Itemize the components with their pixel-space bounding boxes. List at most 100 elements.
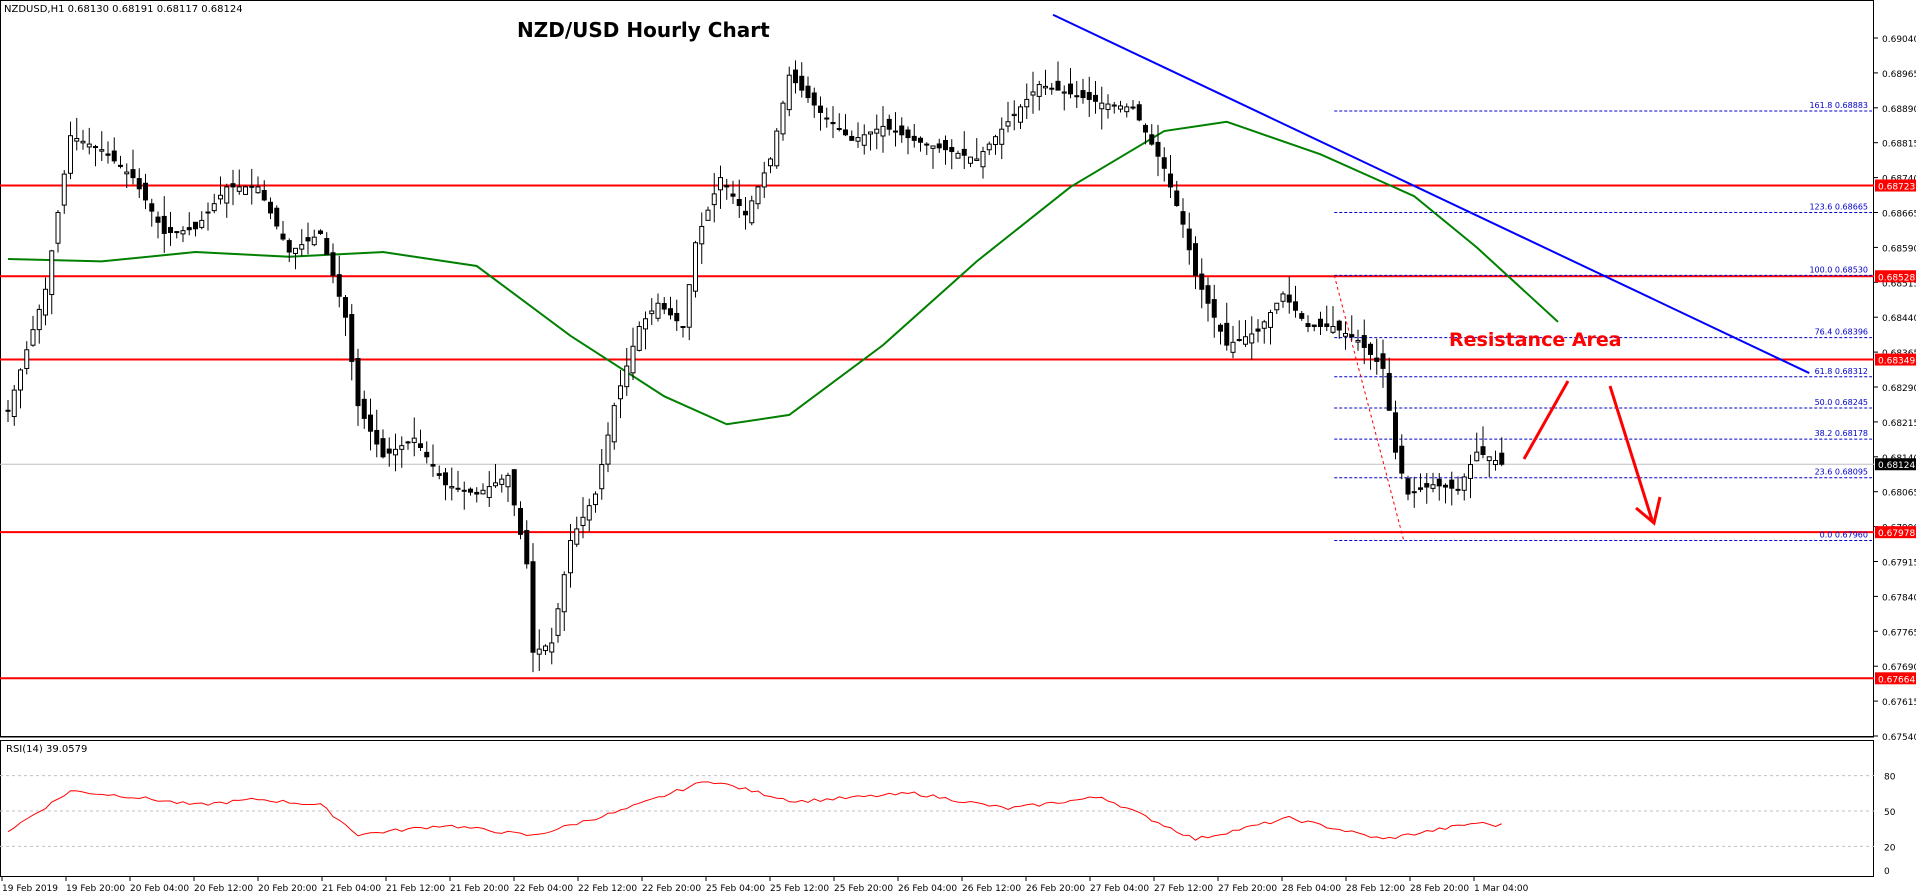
candle-body	[1086, 92, 1092, 100]
candle-body	[11, 389, 17, 418]
candle-body	[1049, 87, 1055, 90]
candle-body	[586, 505, 592, 521]
time-tick-label: 28 Feb 20:00	[1410, 884, 1469, 894]
candle-body	[1011, 113, 1017, 117]
candle-body	[68, 135, 73, 174]
time-tick-label: 20 Feb 12:00	[194, 884, 253, 894]
candle-body	[93, 146, 98, 149]
candle-body	[880, 125, 886, 137]
trendline	[1052, 13, 1810, 374]
candle-body	[30, 329, 36, 346]
price-level-tag	[1875, 458, 1916, 471]
candle-body	[930, 145, 936, 149]
rsi-indicator: 80 50 20 0	[0, 773, 1896, 877]
candle-body	[649, 310, 655, 315]
candle-body	[1255, 328, 1261, 332]
candle-body	[436, 473, 442, 476]
price-tick-label: 0.68890	[1882, 105, 1916, 115]
price-tick-label: 0.67540	[1882, 733, 1916, 743]
candle-body	[1036, 84, 1042, 97]
candle-body	[111, 150, 117, 162]
fib-level-label: 123.6 0.68665	[1809, 203, 1868, 212]
price-level-tag	[1875, 353, 1916, 366]
candle-body	[5, 409, 11, 412]
price-level-tag-label: 0.68124	[1878, 461, 1915, 471]
candle-body	[1393, 412, 1398, 453]
candle-body	[1030, 91, 1036, 96]
candle-body	[1324, 323, 1330, 328]
resistance-area-label: Resistance Area	[1449, 329, 1622, 351]
candle-body	[624, 365, 630, 388]
candle-body	[911, 135, 917, 141]
candle-body	[1143, 124, 1148, 133]
candle-body	[274, 207, 280, 227]
candle-body	[786, 74, 792, 111]
candle-body	[1099, 102, 1105, 110]
candle-body	[1205, 285, 1211, 304]
price-level-tag	[1875, 526, 1916, 539]
candle-body	[555, 608, 561, 636]
fibonacci-retracement: 161.8 0.68883 123.6 0.68665 100.0 0.68530 7…	[1333, 101, 1872, 542]
time-tick-label: 22 Feb 04:00	[514, 884, 573, 894]
price-tick-label: 0.68665	[1882, 210, 1916, 220]
candle-body	[530, 561, 536, 653]
candle-body	[1343, 332, 1348, 337]
candle-body	[1124, 106, 1130, 113]
candle-body	[424, 451, 430, 458]
candle-body	[211, 203, 217, 212]
candle-body	[118, 164, 123, 167]
candle-body	[224, 186, 230, 204]
candle-body	[693, 242, 698, 292]
candle-body	[1149, 134, 1155, 145]
candle-body	[655, 302, 661, 319]
candle-body	[761, 172, 767, 188]
candle-body	[824, 117, 830, 120]
candle-body	[718, 177, 723, 191]
candle-body	[743, 210, 748, 216]
time-tick-label: 26 Feb 04:00	[898, 884, 957, 894]
candle-body	[1480, 446, 1486, 455]
candle-body	[511, 469, 517, 506]
candle-body	[74, 138, 80, 142]
candle-body	[443, 472, 448, 486]
candle-body	[99, 149, 105, 152]
candle-body	[430, 464, 436, 467]
candle-body	[974, 158, 980, 161]
candle-body	[386, 448, 392, 454]
candle-body	[161, 215, 167, 234]
candle-body	[1443, 484, 1448, 488]
candle-body	[299, 244, 305, 250]
candle-body	[1405, 478, 1411, 495]
price-tick-label: 0.68290	[1882, 384, 1916, 394]
candle-body	[1486, 456, 1492, 462]
candle-body	[774, 130, 780, 167]
candle-body	[905, 129, 911, 139]
candle-body	[461, 489, 467, 492]
fib-level-label: 0.0 0.67960	[1820, 531, 1868, 540]
fib-level-label: 61.8 0.68312	[1815, 367, 1868, 376]
candle-body	[261, 189, 267, 201]
candle-body	[949, 147, 955, 153]
candle-body	[393, 448, 398, 456]
candle-body	[1418, 487, 1423, 490]
candle-body	[1436, 478, 1442, 487]
candle-body	[536, 648, 542, 655]
candle-body	[605, 434, 611, 465]
candle-body	[668, 308, 673, 316]
candle-body	[155, 216, 161, 223]
price-axis: 0.690400.689650.688900.688150.687400.686…	[1874, 35, 1916, 743]
candle-body	[1174, 190, 1180, 207]
up-arrow	[1522, 380, 1570, 460]
rsi-tick-label: 80	[1884, 773, 1896, 783]
rsi-line	[7, 781, 1502, 841]
candle-body	[1193, 243, 1198, 276]
candle-body	[1068, 83, 1073, 95]
candle-body	[1299, 313, 1305, 319]
time-tick-label: 26 Feb 12:00	[962, 884, 1021, 894]
candle-body	[999, 128, 1005, 145]
candle-body	[311, 236, 317, 246]
candle-body	[724, 184, 730, 188]
candle-body	[1018, 106, 1023, 123]
price-tick-label: 0.69040	[1882, 35, 1916, 45]
candle-body	[80, 140, 86, 144]
